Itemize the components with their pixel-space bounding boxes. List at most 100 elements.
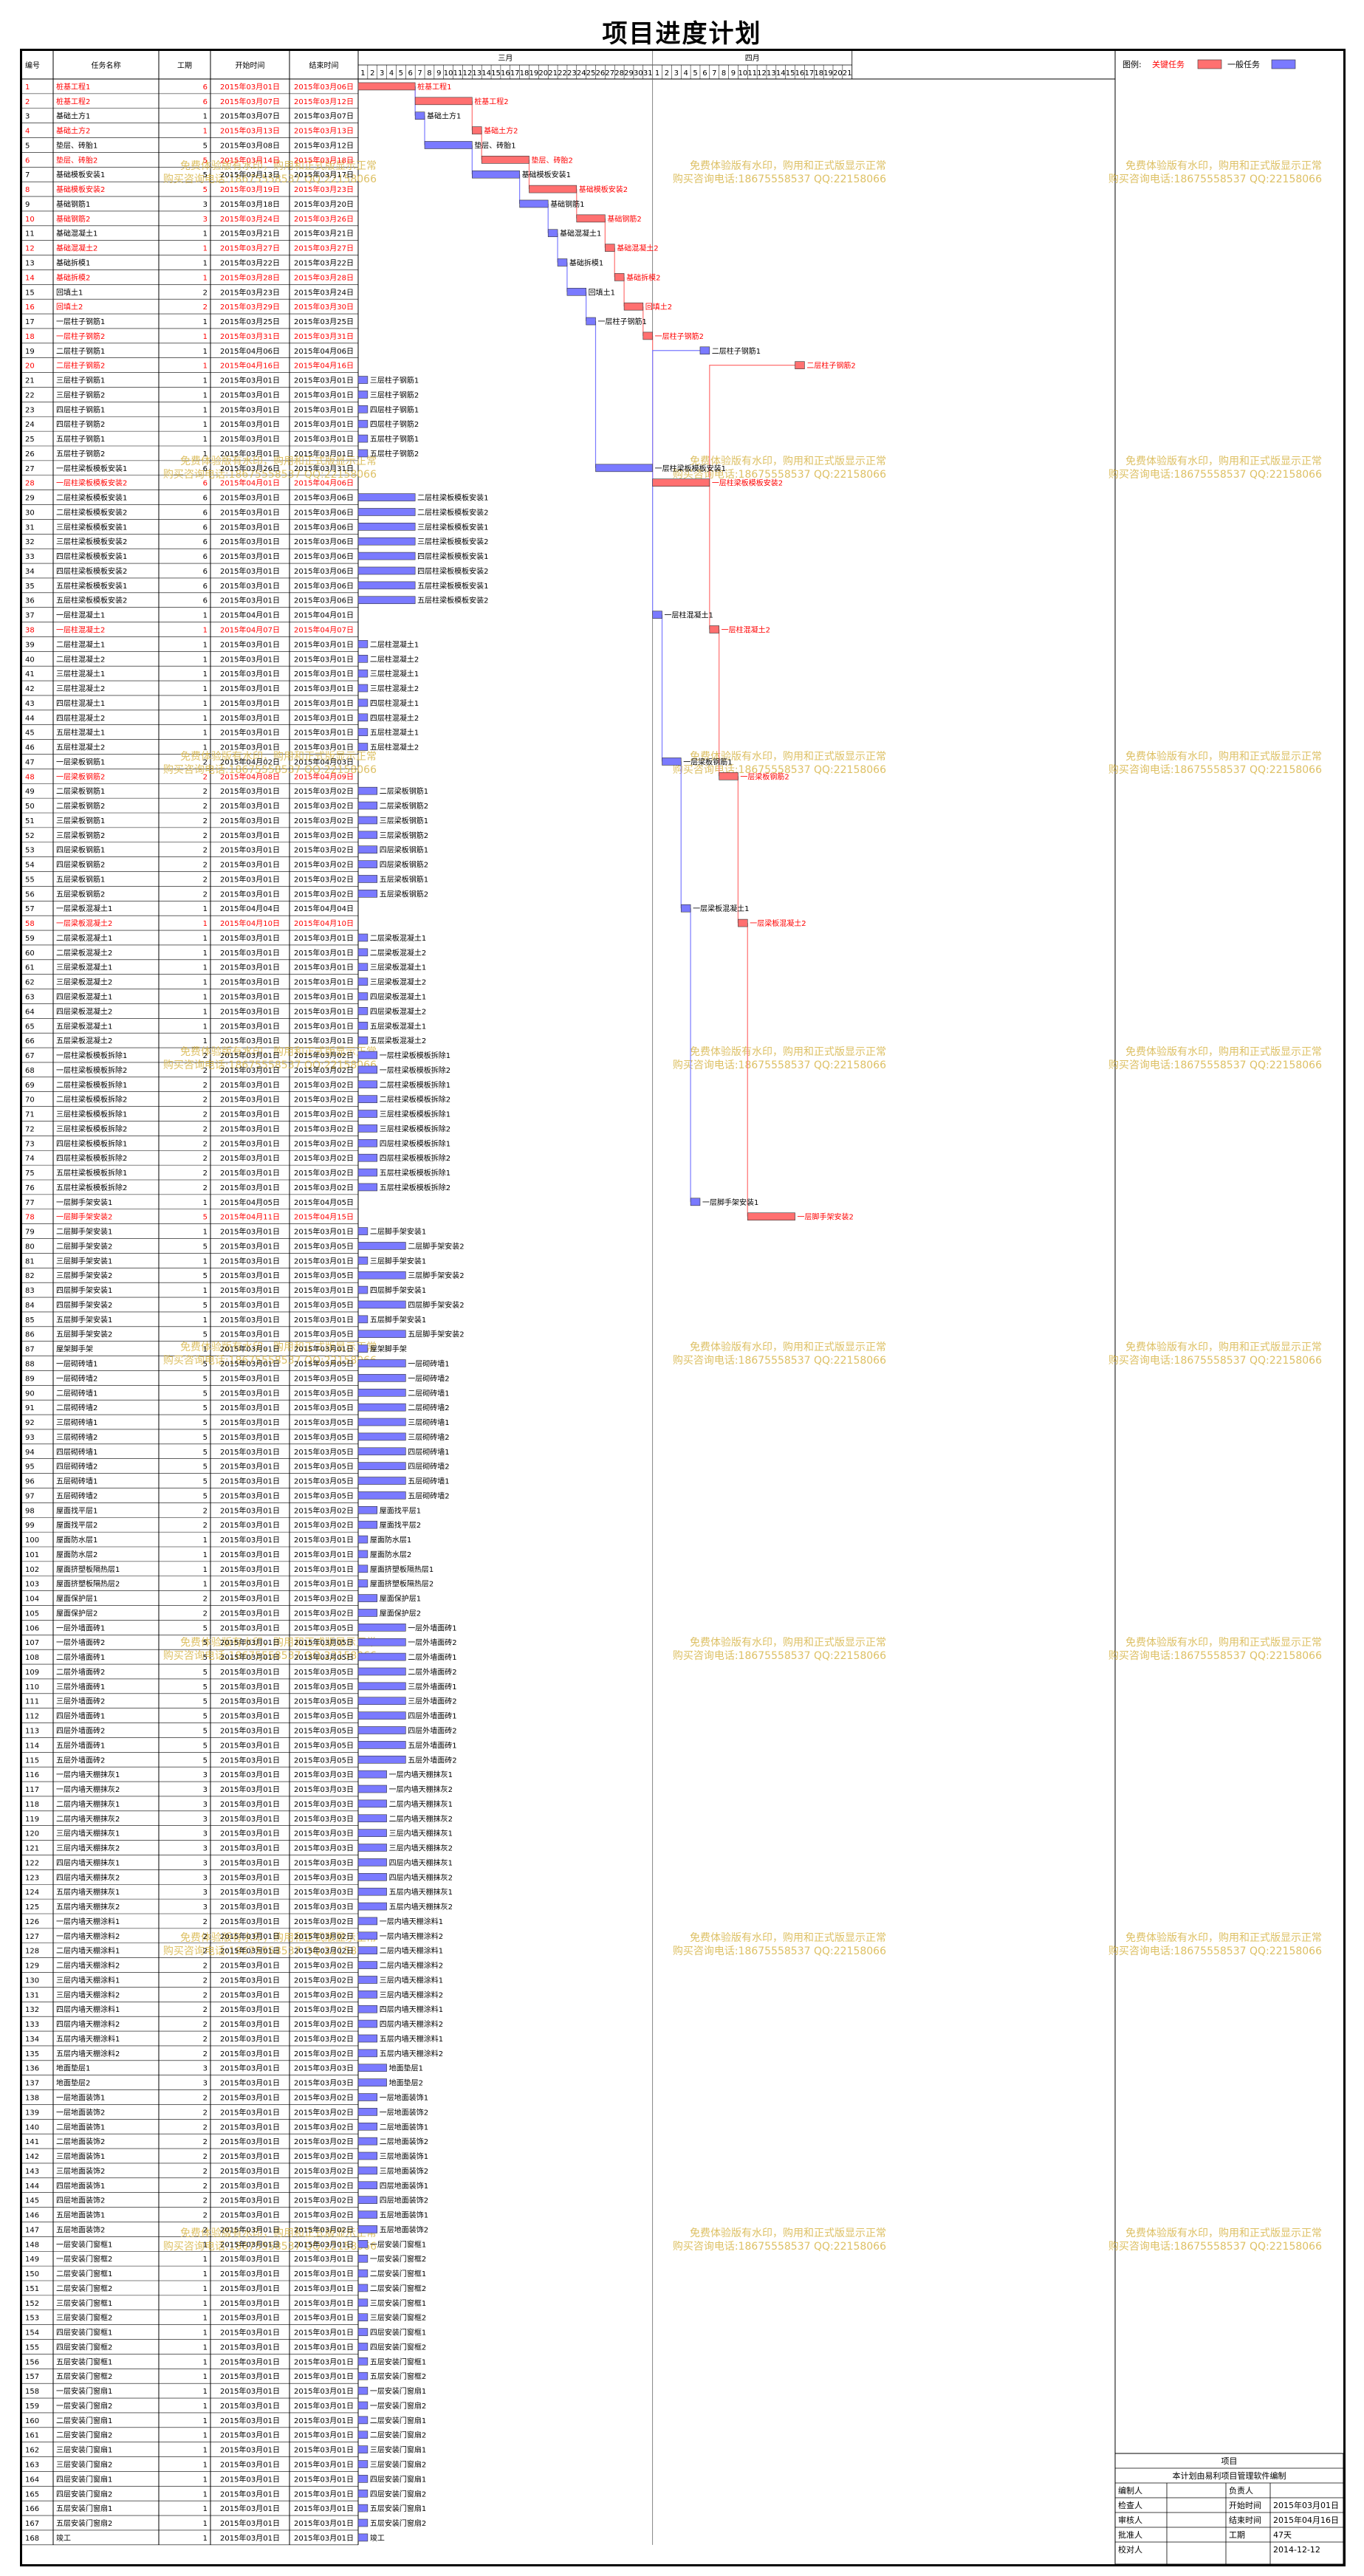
task-bar-label: 四层内墙天棚抹灰2 xyxy=(389,1872,453,1882)
row-id: 26 xyxy=(25,450,35,458)
row-name: 五层柱梁板模板安装1 xyxy=(56,581,127,591)
task-bar xyxy=(357,1652,406,1661)
row-name: 三层内墙天棚抹灰2 xyxy=(56,1844,120,1853)
task-bar xyxy=(357,831,378,839)
row-duration: 1 xyxy=(203,2520,208,2528)
row-id: 143 xyxy=(25,2168,39,2176)
task-bar xyxy=(357,2504,369,2513)
task-bar-label: 一层砌砖墙2 xyxy=(408,1373,449,1383)
row-duration: 5 xyxy=(203,1375,208,1383)
task-bar-label: 三层内墙天棚抹灰1 xyxy=(389,1829,453,1838)
row-duration: 5 xyxy=(203,1214,208,1222)
info-box-title: 项目 xyxy=(1221,2456,1238,2466)
watermark-text: 免费体验版有水印，购用和正式版显示正常 xyxy=(1125,1342,1322,1353)
row-end: 2015年03月05日 xyxy=(294,1403,354,1412)
row-end: 2015年03月05日 xyxy=(294,1667,354,1677)
row-id: 87 xyxy=(25,1346,35,1354)
task-bar-label: 一层安装门窗框2 xyxy=(370,2254,426,2264)
row-duration: 2 xyxy=(203,1918,208,1926)
row-id: 62 xyxy=(25,979,35,987)
row-start: 2015年03月01日 xyxy=(220,669,280,679)
row-end: 2015年03月05日 xyxy=(294,1726,354,1736)
row-name: 一层柱子钢筋2 xyxy=(56,332,105,341)
day-label: 16 xyxy=(501,69,510,78)
task-bar-label: 五层安装门窗扇1 xyxy=(370,2504,426,2513)
task-bar-label: 二层梁板混凝土1 xyxy=(370,933,426,943)
task-bar-label: 屋面找平层2 xyxy=(380,1520,421,1530)
task-bar xyxy=(357,1917,378,1926)
row-duration: 1 xyxy=(203,2300,208,2308)
row-start: 2015年03月01日 xyxy=(220,1740,280,1750)
task-bar xyxy=(357,1051,378,1059)
task-bar xyxy=(357,1183,378,1192)
row-id: 42 xyxy=(25,685,35,693)
row-id: 145 xyxy=(25,2197,39,2205)
row-end: 2015年03月06日 xyxy=(294,566,354,576)
task-bar-label: 五层柱梁板模板拆除1 xyxy=(380,1168,450,1178)
task-bar xyxy=(357,82,416,91)
info-box-cell: 开始时间 xyxy=(1229,2500,1261,2510)
task-bar xyxy=(357,2254,369,2263)
row-start: 2015年03月01日 xyxy=(220,434,280,444)
row-id: 162 xyxy=(25,2447,39,2455)
day-label: 17 xyxy=(804,69,814,78)
task-bar-label: 四层柱梁板模板安装2 xyxy=(417,566,488,576)
row-duration: 3 xyxy=(203,1874,208,1882)
row-id: 165 xyxy=(25,2490,39,2498)
task-bar xyxy=(357,2401,369,2410)
row-id: 132 xyxy=(25,2006,39,2014)
row-start: 2015年03月01日 xyxy=(220,596,280,605)
watermark-text: 购买咨询电话:18675558537 QQ:22158066 xyxy=(673,1650,886,1662)
task-bar-label: 四层内墙天棚涂料1 xyxy=(380,2005,443,2014)
row-end: 2015年03月02日 xyxy=(294,874,354,884)
row-id: 76 xyxy=(25,1184,35,1192)
row-end: 2015年03月01日 xyxy=(294,698,354,708)
task-bar xyxy=(357,1506,378,1514)
row-name: 二层柱混凝土1 xyxy=(56,639,105,649)
watermark-text: 购买咨询电话:18675558537 QQ:22158066 xyxy=(673,2241,886,2253)
row-end: 2015年03月03日 xyxy=(294,1872,354,1882)
row-id: 104 xyxy=(25,1596,39,1604)
row-id: 77 xyxy=(25,1199,35,1207)
row-duration: 1 xyxy=(203,2432,208,2440)
row-name: 二层外墙面砖1 xyxy=(56,1652,105,1662)
row-end: 2015年03月03日 xyxy=(294,1785,354,1794)
day-label: 1 xyxy=(360,69,365,78)
row-start: 2015年03月01日 xyxy=(220,2064,280,2073)
task-bar-label: 四层梁板钢筋2 xyxy=(380,860,428,870)
row-id: 102 xyxy=(25,1566,39,1574)
row-duration: 1 xyxy=(203,2535,208,2543)
row-end: 2015年03月01日 xyxy=(294,2371,354,2381)
task-bar-label: 四层安装门窗扇1 xyxy=(370,2474,426,2484)
row-end: 2015年03月01日 xyxy=(294,2254,354,2264)
row-start: 2015年03月01日 xyxy=(220,1505,280,1515)
row-name: 一层内墙天棚涂料2 xyxy=(56,1931,120,1941)
row-start: 2015年03月01日 xyxy=(220,2533,280,2543)
row-name: 四层内墙天棚涂料2 xyxy=(56,2019,120,2029)
row-end: 2015年03月03日 xyxy=(294,2078,354,2088)
day-label: 2 xyxy=(370,69,374,78)
row-end: 2015年03月03日 xyxy=(294,1799,354,1809)
row-start: 2015年03月01日 xyxy=(220,1036,280,1045)
row-end: 2015年03月01日 xyxy=(294,1036,354,1045)
row-id: 52 xyxy=(25,832,35,840)
task-bar xyxy=(357,2328,369,2336)
row-end: 2015年03月01日 xyxy=(294,1256,354,1265)
row-name: 二层柱子钢筋2 xyxy=(56,361,105,371)
row-start: 2015年03月01日 xyxy=(220,1990,280,1999)
task-bar xyxy=(357,1359,406,1367)
row-id: 51 xyxy=(25,817,35,825)
row-id: 67 xyxy=(25,1052,35,1060)
row-duration: 1 xyxy=(203,230,208,238)
row-end: 2015年03月01日 xyxy=(294,2445,354,2455)
row-name: 一层柱梁板模板安装2 xyxy=(56,478,127,488)
row-duration: 2 xyxy=(203,758,208,766)
watermark-text: 购买咨询电话:18675558537 QQ:22158066 xyxy=(163,2241,377,2253)
task-bar xyxy=(357,2343,369,2351)
task-bar xyxy=(357,2196,378,2204)
task-bar-label: 三层梁板混凝土1 xyxy=(370,963,426,972)
row-name: 五层梁板混凝土2 xyxy=(56,1036,112,1045)
row-duration: 1 xyxy=(203,1581,208,1589)
task-bar xyxy=(357,890,378,898)
watermark-text: 免费体验版有水印，购用和正式版显示正常 xyxy=(690,1046,886,1058)
